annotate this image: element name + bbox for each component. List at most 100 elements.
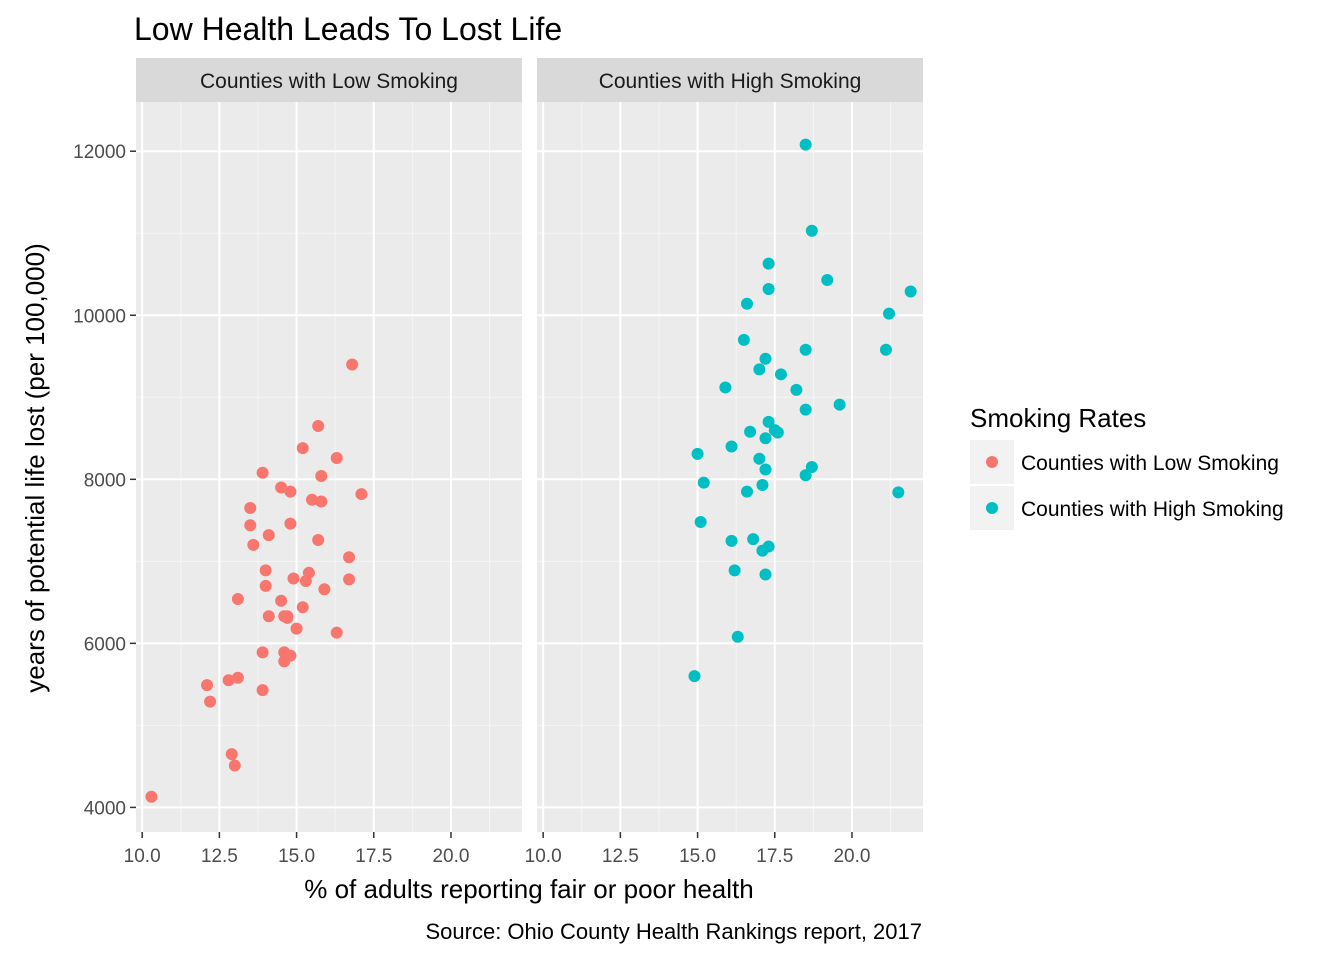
x-axis-title: % of adults reporting fair or poor healt… bbox=[304, 874, 753, 904]
data-point bbox=[799, 403, 812, 416]
data-point bbox=[284, 517, 297, 530]
data-point bbox=[821, 273, 834, 286]
data-point bbox=[879, 343, 892, 356]
data-point bbox=[231, 593, 244, 606]
x-tick-label: 10.0 bbox=[525, 846, 562, 867]
data-point bbox=[799, 469, 812, 482]
data-point bbox=[740, 485, 753, 498]
data-point bbox=[694, 515, 707, 528]
data-point bbox=[725, 440, 738, 453]
data-point bbox=[771, 426, 784, 439]
data-point bbox=[247, 538, 260, 551]
data-point bbox=[747, 533, 760, 546]
y-tick-label: 4000 bbox=[84, 798, 126, 819]
data-point bbox=[330, 451, 343, 464]
data-point bbox=[697, 476, 710, 489]
data-point bbox=[343, 573, 356, 586]
x-tick-label: 15.0 bbox=[679, 846, 716, 867]
x-tick-label: 12.5 bbox=[602, 846, 639, 867]
data-point bbox=[259, 579, 272, 592]
facet-strip bbox=[136, 58, 522, 102]
y-tick-label: 10000 bbox=[73, 306, 126, 327]
data-point bbox=[762, 283, 775, 296]
data-point bbox=[753, 363, 766, 376]
panel-high-smoking: Counties with High Smoking 10.0 12.5 15.0 17… bbox=[525, 58, 923, 867]
data-point bbox=[201, 679, 214, 692]
y-tick-label: 6000 bbox=[84, 634, 126, 655]
data-point bbox=[346, 358, 359, 371]
data-point bbox=[740, 297, 753, 310]
data-point bbox=[737, 333, 750, 346]
data-point bbox=[728, 564, 741, 577]
data-point bbox=[284, 485, 297, 498]
data-point bbox=[262, 529, 275, 542]
panel-background bbox=[136, 102, 522, 832]
data-point bbox=[296, 442, 309, 455]
legend-label: Counties with High Smoking bbox=[1021, 498, 1284, 521]
legend-marker bbox=[986, 502, 998, 514]
data-point bbox=[343, 551, 356, 564]
y-tick-label: 12000 bbox=[73, 142, 126, 163]
data-point bbox=[312, 534, 325, 546]
data-point bbox=[892, 486, 905, 499]
legend-title: Smoking Rates bbox=[970, 403, 1146, 433]
legend-marker bbox=[986, 456, 998, 468]
data-point bbox=[731, 630, 744, 643]
data-point bbox=[145, 790, 158, 803]
data-point bbox=[225, 748, 238, 761]
data-point bbox=[290, 622, 303, 635]
x-tick-label: 17.5 bbox=[355, 846, 392, 867]
data-point bbox=[691, 447, 704, 460]
data-point bbox=[318, 583, 331, 596]
data-point bbox=[790, 383, 803, 396]
data-point bbox=[762, 540, 775, 553]
data-point bbox=[275, 481, 288, 494]
data-point bbox=[759, 352, 772, 365]
facet-strip-label: Counties with High Smoking bbox=[599, 70, 862, 93]
data-point bbox=[244, 519, 257, 532]
data-point bbox=[262, 610, 275, 623]
data-point bbox=[904, 285, 917, 298]
data-point bbox=[296, 601, 309, 614]
data-point bbox=[799, 343, 812, 356]
x-tick-label: 10.0 bbox=[124, 846, 161, 867]
facet-panels: Counties with Low Smoking 10.0 12.5 15.0 17.… bbox=[73, 58, 923, 867]
y-axis-title: years of potential life lost (per 100,00… bbox=[20, 243, 50, 692]
data-point bbox=[259, 564, 272, 577]
data-point bbox=[231, 671, 244, 684]
data-point bbox=[284, 649, 297, 662]
data-point bbox=[799, 138, 812, 151]
data-point bbox=[762, 257, 775, 270]
data-point bbox=[756, 479, 769, 492]
panel-background bbox=[537, 102, 923, 832]
chart-caption: Source: Ohio County Health Rankings repo… bbox=[425, 919, 922, 944]
data-point bbox=[759, 463, 772, 476]
data-point bbox=[222, 674, 235, 687]
data-point bbox=[833, 398, 846, 411]
x-tick-label: 12.5 bbox=[201, 846, 238, 867]
data-point bbox=[287, 572, 300, 585]
data-point bbox=[306, 493, 319, 506]
legend-label: Counties with Low Smoking bbox=[1021, 452, 1279, 475]
data-point bbox=[244, 502, 257, 515]
data-point bbox=[688, 670, 701, 683]
x-tick-label: 17.5 bbox=[756, 846, 793, 867]
facet-strip-label: Counties with Low Smoking bbox=[200, 70, 458, 93]
data-point bbox=[759, 432, 772, 445]
data-point bbox=[302, 566, 315, 579]
data-point bbox=[275, 594, 288, 607]
data-point bbox=[774, 368, 787, 381]
data-point bbox=[883, 307, 896, 320]
data-point bbox=[725, 534, 738, 547]
x-tick-label: 20.0 bbox=[432, 846, 469, 867]
data-point bbox=[256, 646, 269, 659]
legend: Smoking Rates Counties with Low Smoking C… bbox=[970, 403, 1284, 530]
data-point bbox=[315, 470, 328, 483]
chart-title: Low Health Leads To Lost Life bbox=[134, 11, 562, 47]
y-tick-label: 8000 bbox=[84, 470, 126, 491]
data-point bbox=[315, 495, 328, 508]
data-point bbox=[330, 626, 343, 639]
data-point bbox=[256, 684, 269, 697]
data-point bbox=[228, 759, 241, 772]
